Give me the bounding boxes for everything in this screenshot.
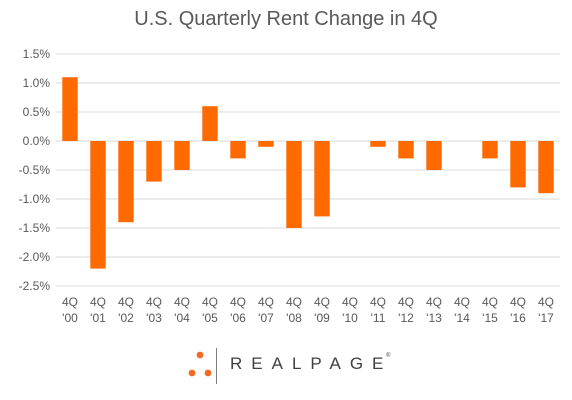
x-tick-label: '13 [426,311,442,325]
bar [482,141,498,159]
x-tick-label: 4Q [202,295,218,309]
x-tick-label: '06 [230,311,246,325]
x-tick-label: 4Q [314,295,330,309]
x-tick-label: 4Q [538,295,554,309]
x-tick-label: 4Q [118,295,134,309]
x-tick-label: '00 [62,311,78,325]
y-tick-label: -1.5% [19,221,51,235]
y-tick-label: 1.5% [23,47,51,61]
y-tick-label: -1.0% [19,192,51,206]
x-tick-label: '15 [482,311,498,325]
bar [258,141,274,147]
x-tick-label: '07 [258,311,274,325]
x-tick-label: '11 [371,311,386,325]
y-tick-label: 0.5% [23,105,51,119]
x-tick-label: '10 [342,311,358,325]
y-tick-label: 1.0% [23,76,51,90]
bar [426,141,442,170]
bar [118,141,134,223]
bar [202,106,218,141]
x-tick-label: 4Q [174,295,190,309]
y-tick-label: -2.5% [19,279,51,293]
x-tick-label: '05 [202,311,218,325]
x-tick-label: 4Q [398,295,414,309]
y-tick-label: -2.0% [19,250,51,264]
x-tick-label: '12 [398,311,414,325]
realpage-logo: REALPAGE ® [186,346,406,386]
y-tick-label: 0.0% [23,134,51,148]
chart-title: U.S. Quarterly Rent Change in 4Q [134,8,438,30]
y-tick-label: -0.5% [19,163,51,177]
x-tick-label: 4Q [230,295,246,309]
bar [90,141,106,269]
rent-change-bar-chart: 1.5% 1.0% 0.5% 0.0% -0.5% -1.0% -1.5% -2.0% -2.5… [19,47,560,325]
x-tick-label: 4Q [286,295,302,309]
x-tick-label: '03 [146,311,162,325]
x-tick-label: '04 [174,311,190,325]
bar [510,141,526,188]
x-tick-label: '02 [118,311,134,325]
x-tick-label: '08 [286,311,302,325]
bar [370,141,386,147]
bar [286,141,302,228]
logo-divider [216,348,217,384]
bar [230,141,246,159]
x-tick-label: '09 [314,311,330,325]
bar [314,141,330,217]
bar [146,141,162,182]
x-tick-label: 4Q [482,295,498,309]
realpage-dots-icon [188,351,212,377]
x-tick-label: 4Q [342,295,358,309]
x-tick-label: '14 [454,311,470,325]
logo-registered-mark: ® [386,353,391,359]
x-tick-label: '01 [90,311,106,325]
bar [398,141,414,159]
x-tick-label: '16 [510,311,526,325]
x-tick-label: 4Q [510,295,526,309]
x-tick-label: 4Q [370,295,386,309]
logo-wordmark: REALPAGE [230,354,393,373]
bar [538,141,554,194]
x-tick-label: 4Q [62,295,78,309]
bar [62,77,78,141]
x-tick-label: 4Q [426,295,442,309]
x-tick-label: 4Q [146,295,162,309]
x-tick-label: 4Q [90,295,106,309]
x-tick-label: 4Q [454,295,470,309]
x-tick-label: 4Q [258,295,274,309]
x-tick-label: '17 [538,311,554,325]
bar [174,141,190,170]
